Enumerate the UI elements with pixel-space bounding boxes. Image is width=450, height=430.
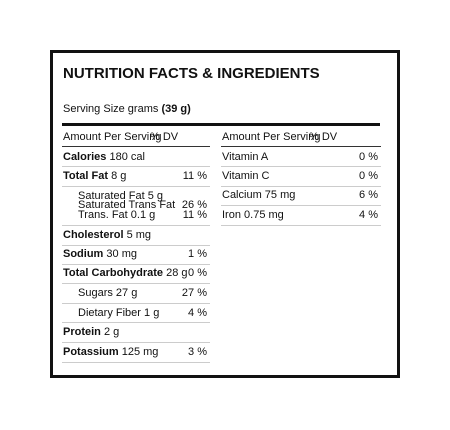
row-label: Dietary Fiber 1 g xyxy=(78,306,159,320)
row-label: Cholesterol 5 mg xyxy=(63,228,151,242)
nutrient-amount: 0.1 g xyxy=(130,209,156,221)
row-rule xyxy=(62,264,210,265)
row-label: Calcium 75 mg xyxy=(222,188,295,202)
thick-rule xyxy=(62,123,380,126)
row-rule xyxy=(62,186,210,187)
row-rule xyxy=(62,303,210,304)
nutrient-amount: 180 cal xyxy=(109,151,145,163)
column-header-dv: % DV xyxy=(309,131,338,143)
nutrient-amount: 8 g xyxy=(111,170,127,182)
header-rule xyxy=(62,146,210,147)
nutrient-amount: 5 mg xyxy=(126,229,152,241)
row-label: Protein 2 g xyxy=(63,325,119,339)
row-rule xyxy=(62,362,210,363)
row-rule xyxy=(62,283,210,284)
row-label: Total Carbohydrate 28 g xyxy=(63,266,188,280)
row-label: Saturated Fat 5 g xyxy=(78,189,163,203)
nutrient-name: Total Carbohydrate xyxy=(63,267,164,279)
daily-value: 6 % xyxy=(359,189,378,201)
daily-value: 0 % xyxy=(359,151,378,163)
nutrient-amount: 0.75 mg xyxy=(244,209,284,221)
nutrient-name: Iron xyxy=(222,209,241,221)
nutrient-amount: 1 g xyxy=(144,307,160,319)
title: NUTRITION FACTS & INGREDIENTS xyxy=(63,65,320,82)
nutrient-name: Cholesterol xyxy=(63,229,124,241)
nutrient-amount: 27 g xyxy=(115,287,138,299)
nutrient-name: Calcium xyxy=(222,189,262,201)
row-label: Potassium 125 mg xyxy=(63,345,158,359)
serving-label: Serving Size grams xyxy=(63,103,159,115)
daily-value: 4 % xyxy=(359,209,378,221)
daily-value: 0 % xyxy=(188,267,207,279)
row-rule xyxy=(221,225,381,226)
row-rule xyxy=(62,225,210,226)
row-rule xyxy=(62,166,210,167)
serving-amount: (39 g) xyxy=(161,103,191,115)
daily-value: 11 % xyxy=(182,209,207,221)
daily-value: 3 % xyxy=(188,346,207,358)
column-header: Amount Per Serving xyxy=(63,131,162,143)
column-header-dv: % DV xyxy=(150,131,179,143)
row-label: Total Fat 8 g xyxy=(63,169,126,183)
daily-value: 0 % xyxy=(359,170,378,182)
daily-value: 27 % xyxy=(181,287,207,299)
nutrient-amount: 28 g xyxy=(166,267,188,279)
row-label: Vitamin C xyxy=(222,169,269,183)
row-rule xyxy=(221,205,381,206)
nutrient-name: Saturated Trans Fat xyxy=(78,199,176,211)
daily-value: 1 % xyxy=(188,248,207,260)
column-header: Amount Per Serving xyxy=(222,131,321,143)
daily-value: 4 % xyxy=(188,307,207,319)
nutrient-name: Dietary Fiber xyxy=(78,307,141,319)
row-label: Calories 180 cal xyxy=(63,150,145,164)
header-rule xyxy=(221,146,381,147)
nutrient-name: Vitamin C xyxy=(222,170,270,182)
row-rule xyxy=(221,186,381,187)
row-label: Iron 0.75 mg xyxy=(222,208,284,222)
nutrient-name: Trans. Fat xyxy=(78,209,128,221)
nutrient-name: Saturated Fat xyxy=(78,190,145,202)
row-rule xyxy=(62,245,210,246)
nutrient-name: Potassium xyxy=(63,346,119,358)
daily-value: 26 % xyxy=(181,199,207,211)
serving-size: Serving Size grams (39 g) xyxy=(63,102,191,116)
row-label: Vitamin A xyxy=(222,150,268,164)
row-label: Saturated Trans Fat xyxy=(78,198,175,212)
nutrient-name: Sugars xyxy=(78,287,113,299)
nutrient-name: Calories xyxy=(63,151,107,163)
row-label: Sodium 30 mg xyxy=(63,247,137,261)
nutrient-name: Total Fat xyxy=(63,170,109,182)
nutrient-amount: 30 mg xyxy=(106,248,137,260)
nutrient-amount: 5 g xyxy=(147,190,164,202)
nutrient-name: Vitamin A xyxy=(222,151,269,163)
row-rule xyxy=(221,166,381,167)
nutrient-name: Sodium xyxy=(63,248,104,260)
row-label: Sugars 27 g xyxy=(78,286,137,300)
daily-value: 11 % xyxy=(182,170,207,182)
nutrient-amount: 125 mg xyxy=(121,346,159,358)
label-frame xyxy=(50,50,400,378)
nutrient-amount: 75 mg xyxy=(264,189,296,201)
nutrient-name: Protein xyxy=(63,326,101,338)
nutrient-amount: 2 g xyxy=(103,326,120,338)
row-rule xyxy=(62,322,210,323)
row-rule xyxy=(62,342,210,343)
row-label: Trans. Fat 0.1 g xyxy=(78,208,155,222)
